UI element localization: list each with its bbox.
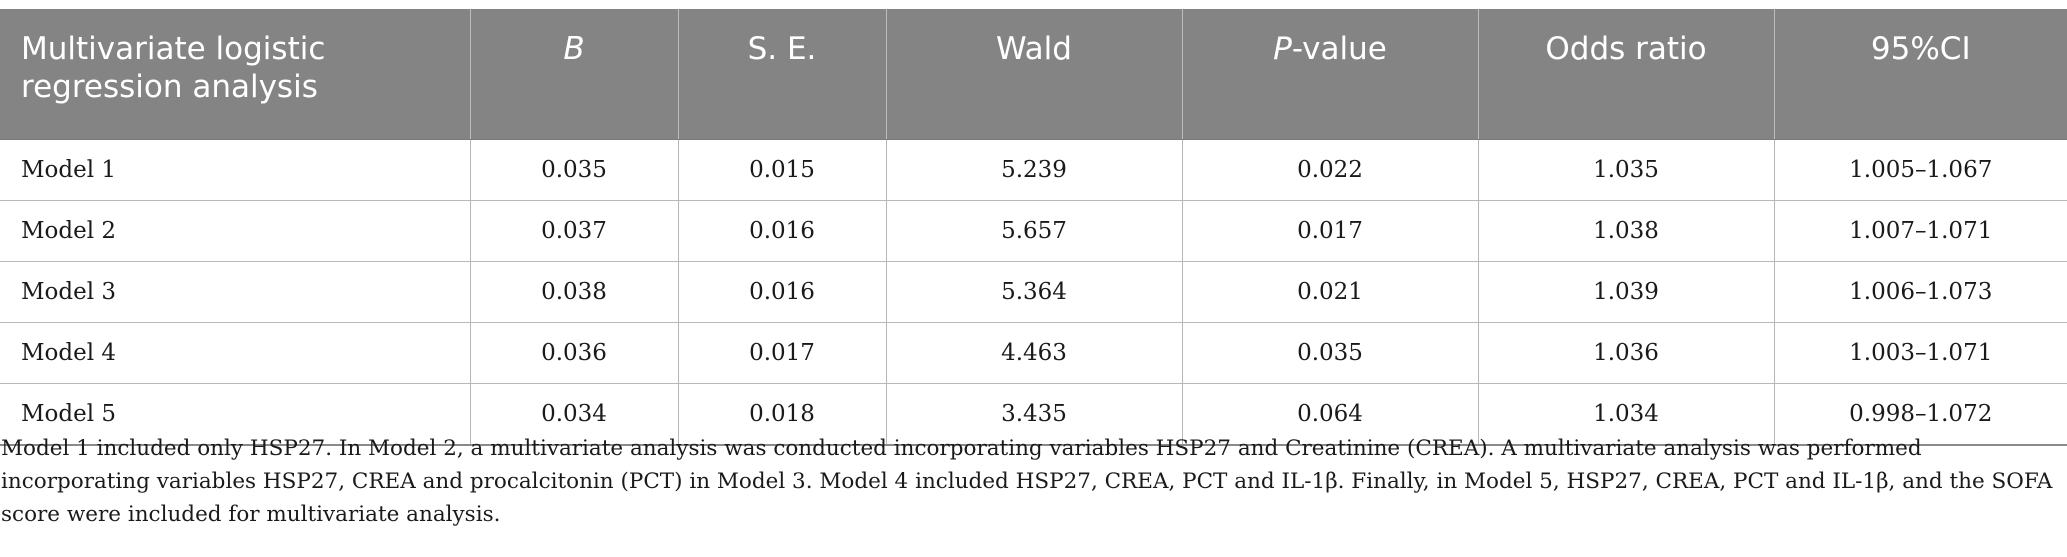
- header-odds-ratio: Odds ratio: [1477, 9, 1774, 140]
- table-header: Multivariate logistic regression analysi…: [0, 9, 2067, 140]
- cell-se: 0.015: [677, 139, 886, 201]
- table-row: Model 1 0.035 0.015 5.239 0.022 1.035 1.…: [0, 139, 2067, 201]
- cell-model: Model 2: [0, 200, 470, 262]
- header-p-value: P-value: [1181, 9, 1478, 140]
- table-row: Model 2 0.037 0.016 5.657 0.017 1.038 1.…: [0, 200, 2067, 262]
- header-b-label: B: [563, 31, 585, 67]
- cell-model: Model 5: [0, 383, 470, 446]
- table-footnote: Model 1 included only HSP27. In Model 2,…: [1, 436, 2053, 527]
- cell-b: 0.036: [469, 322, 678, 384]
- cell-ci: 1.006–1.073: [1773, 261, 2067, 323]
- cell-b: 0.037: [469, 200, 678, 262]
- cell-b: 0.038: [469, 261, 678, 323]
- header-ci: 95%CI: [1773, 9, 2067, 140]
- cell-wald: 5.239: [885, 139, 1182, 201]
- cell-wald: 5.364: [885, 261, 1182, 323]
- cell-model: Model 4: [0, 322, 470, 384]
- cell-se: 0.016: [677, 261, 886, 323]
- cell-wald: 4.463: [885, 322, 1182, 384]
- header-se: S. E.: [677, 9, 886, 140]
- cell-se: 0.016: [677, 200, 886, 262]
- cell-or: 1.034: [1477, 383, 1774, 446]
- cell-or: 1.035: [1477, 139, 1774, 201]
- regression-table-container: Multivariate logistic regression analysi…: [0, 9, 2067, 446]
- table-row: Model 3 0.038 0.016 5.364 0.021 1.039 1.…: [0, 261, 2067, 323]
- cell-se: 0.018: [677, 383, 886, 446]
- cell-model: Model 1: [0, 139, 470, 201]
- cell-or: 1.039: [1477, 261, 1774, 323]
- cell-p: 0.022: [1181, 139, 1478, 201]
- header-wald: Wald: [885, 9, 1182, 140]
- cell-model: Model 3: [0, 261, 470, 323]
- cell-wald: 5.657: [885, 200, 1182, 262]
- cell-p: 0.017: [1181, 200, 1478, 262]
- cell-ci: 1.003–1.071: [1773, 322, 2067, 384]
- header-p-rest: -value: [1291, 31, 1387, 67]
- cell-ci: 1.007–1.071: [1773, 200, 2067, 262]
- cell-p: 0.064: [1181, 383, 1478, 446]
- regression-table: Multivariate logistic regression analysi…: [0, 9, 2067, 446]
- cell-p: 0.021: [1181, 261, 1478, 323]
- cell-or: 1.036: [1477, 322, 1774, 384]
- table-row: Model 5 0.034 0.018 3.435 0.064 1.034 0.…: [0, 383, 2067, 446]
- cell-ci: 1.005–1.067: [1773, 139, 2067, 201]
- cell-b: 0.035: [469, 139, 678, 201]
- cell-b: 0.034: [469, 383, 678, 446]
- cell-or: 1.038: [1477, 200, 1774, 262]
- header-b: B: [469, 9, 678, 140]
- cell-se: 0.017: [677, 322, 886, 384]
- header-analysis: Multivariate logistic regression analysi…: [0, 9, 470, 140]
- table-row: Model 4 0.036 0.017 4.463 0.035 1.036 1.…: [0, 322, 2067, 384]
- header-row: Multivariate logistic regression analysi…: [0, 9, 2067, 140]
- header-p-italic: P: [1273, 31, 1292, 67]
- table-body: Model 1 0.035 0.015 5.239 0.022 1.035 1.…: [0, 139, 2067, 446]
- cell-wald: 3.435: [885, 383, 1182, 446]
- cell-p: 0.035: [1181, 322, 1478, 384]
- cell-ci: 0.998–1.072: [1773, 383, 2067, 446]
